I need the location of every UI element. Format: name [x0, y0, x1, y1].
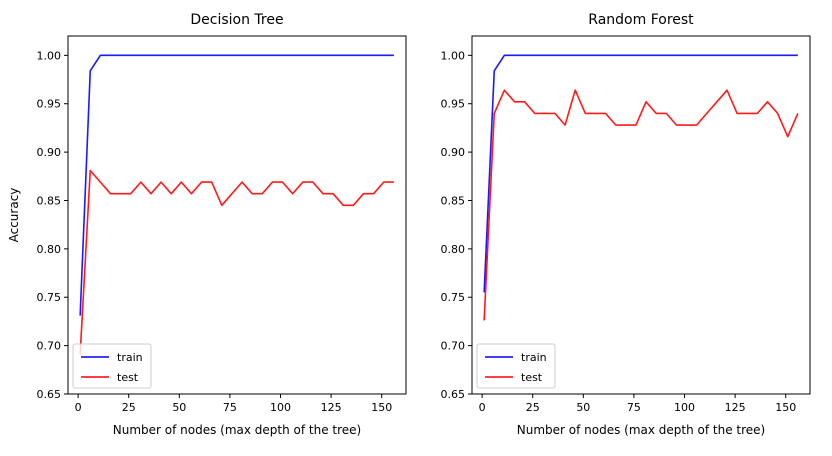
x-tick-label: 100 — [270, 401, 291, 414]
x-tick-label: 125 — [321, 401, 342, 414]
y-tick-label: 1.00 — [441, 49, 466, 62]
x-tick-label: 150 — [371, 401, 392, 414]
y-tick-label: 0.90 — [37, 146, 62, 159]
y-tick-label: 0.95 — [37, 98, 62, 111]
series-line-train — [483, 54, 798, 293]
x-tick-label: 25 — [122, 401, 136, 414]
x-tick-label: 50 — [172, 401, 186, 414]
legend: train test — [72, 343, 152, 389]
legend-label-train: train — [521, 351, 547, 364]
x-tick-label: 100 — [674, 401, 695, 414]
y-tick-label: 0.65 — [37, 388, 62, 401]
series-line-test — [483, 89, 799, 321]
y-tick-label: 1.00 — [37, 49, 62, 62]
y-tick-label: 0.95 — [441, 98, 466, 111]
y-tick-label: 0.80 — [441, 243, 466, 256]
x-tick-label: 25 — [526, 401, 540, 414]
x-tick-label: 50 — [576, 401, 590, 414]
plot-frame — [67, 35, 407, 395]
y-axis-label: Accuracy — [7, 188, 21, 243]
y-tick-label: 0.75 — [37, 291, 62, 304]
x-tick-label: 125 — [725, 401, 746, 414]
x-tick-label: 150 — [775, 401, 796, 414]
legend-label-test: test — [521, 371, 543, 384]
y-tick-label: 0.75 — [441, 291, 466, 304]
chart-title: Random Forest — [588, 12, 694, 28]
y-tick-label: 0.65 — [441, 388, 466, 401]
y-tick-label: 0.85 — [37, 194, 62, 207]
x-axis-label: Number of nodes (max depth of the tree) — [517, 423, 766, 437]
legend-label-train: train — [117, 351, 143, 364]
y-tick-label: 0.70 — [37, 340, 62, 353]
series-line-train — [79, 54, 394, 316]
plot-frame — [471, 35, 811, 395]
y-tick-label: 0.90 — [441, 146, 466, 159]
x-tick-label: 0 — [75, 401, 82, 414]
x-tick-label: 0 — [479, 401, 486, 414]
chart-title: Decision Tree — [190, 12, 283, 28]
x-axis-label: Number of nodes (max depth of the tree) — [113, 423, 362, 437]
chart-random-forest: Random Forest Number of nodes (max depth… — [441, 12, 811, 437]
y-tick-label: 0.85 — [441, 194, 466, 207]
chart-decision-tree: Decision Tree Number of nodes (max depth… — [7, 12, 407, 437]
series-line-test — [79, 169, 394, 355]
legend-label-test: test — [117, 371, 139, 384]
y-tick-label: 0.70 — [441, 340, 466, 353]
x-tick-label: 75 — [627, 401, 641, 414]
x-tick-label: 75 — [223, 401, 237, 414]
y-tick-label: 0.80 — [37, 243, 62, 256]
legend: train test — [476, 343, 556, 389]
